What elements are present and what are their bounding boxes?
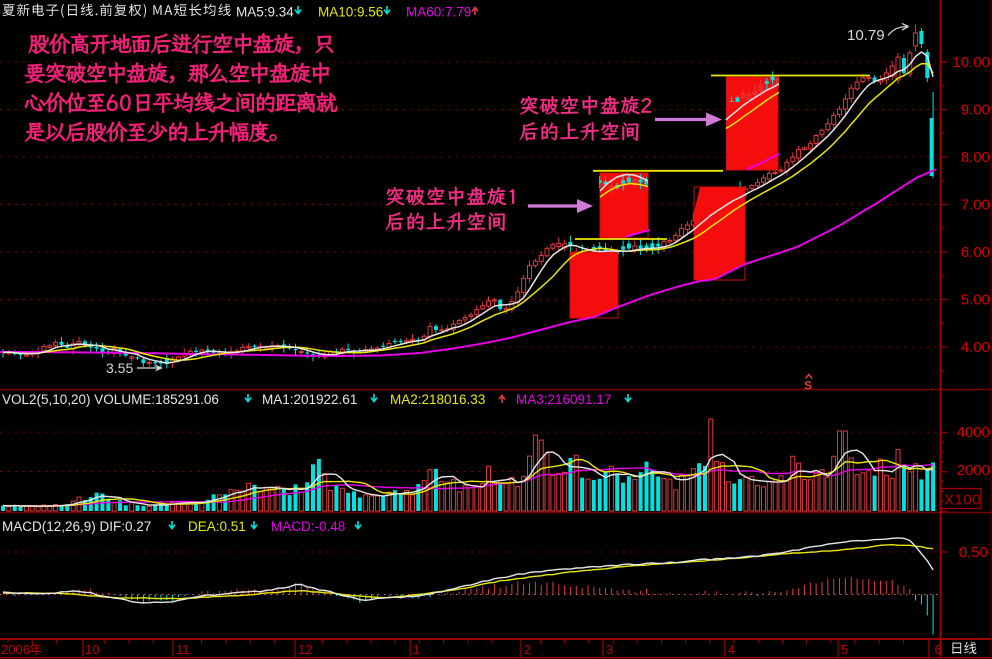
svg-text:MA1:201922.61: MA1:201922.61 (262, 392, 357, 407)
svg-text:MA60:7.79: MA60:7.79 (406, 5, 471, 20)
svg-text:MACD:-0.48: MACD:-0.48 (271, 519, 345, 534)
svg-text:MACD(12,26,9) DIF:0.27: MACD(12,26,9) DIF:0.27 (2, 519, 151, 534)
svg-text:3.55: 3.55 (106, 360, 133, 376)
svg-text:MA2:218016.33: MA2:218016.33 (390, 392, 485, 407)
svg-text:8.00: 8.00 (961, 149, 990, 166)
svg-text:7.00: 7.00 (961, 197, 990, 214)
svg-text:12: 12 (298, 642, 312, 657)
svg-text:4.00: 4.00 (961, 339, 990, 356)
svg-text:5: 5 (841, 642, 848, 657)
svg-text:9.00: 9.00 (961, 102, 990, 119)
svg-text:S: S (804, 379, 812, 393)
svg-text:2006: 2006 (1, 642, 30, 657)
svg-text:6.00: 6.00 (961, 244, 990, 261)
svg-text:11: 11 (176, 642, 190, 657)
svg-text:10.00: 10.00 (952, 54, 990, 71)
svg-text:DEA:0.51: DEA:0.51 (188, 519, 246, 534)
svg-text:4000: 4000 (957, 424, 990, 441)
svg-text:6: 6 (935, 642, 942, 657)
svg-text:5.00: 5.00 (961, 292, 990, 309)
svg-text:MA3:216091.17: MA3:216091.17 (516, 392, 611, 407)
svg-text:2000: 2000 (957, 462, 990, 479)
svg-text:10: 10 (85, 642, 99, 657)
svg-text:MA10:9.56: MA10:9.56 (318, 5, 383, 20)
svg-text:0.50: 0.50 (959, 544, 988, 561)
svg-text:X100: X100 (944, 492, 981, 509)
svg-text:1: 1 (413, 642, 420, 657)
svg-text:4: 4 (728, 642, 735, 657)
svg-text:3: 3 (606, 642, 613, 657)
svg-text:MA5:9.34: MA5:9.34 (236, 5, 294, 20)
svg-text:VOL2(5,10,20) VOLUME:185291.06: VOL2(5,10,20) VOLUME:185291.06 (2, 392, 219, 407)
svg-text:2: 2 (524, 642, 531, 657)
svg-text:10.79: 10.79 (847, 27, 885, 44)
